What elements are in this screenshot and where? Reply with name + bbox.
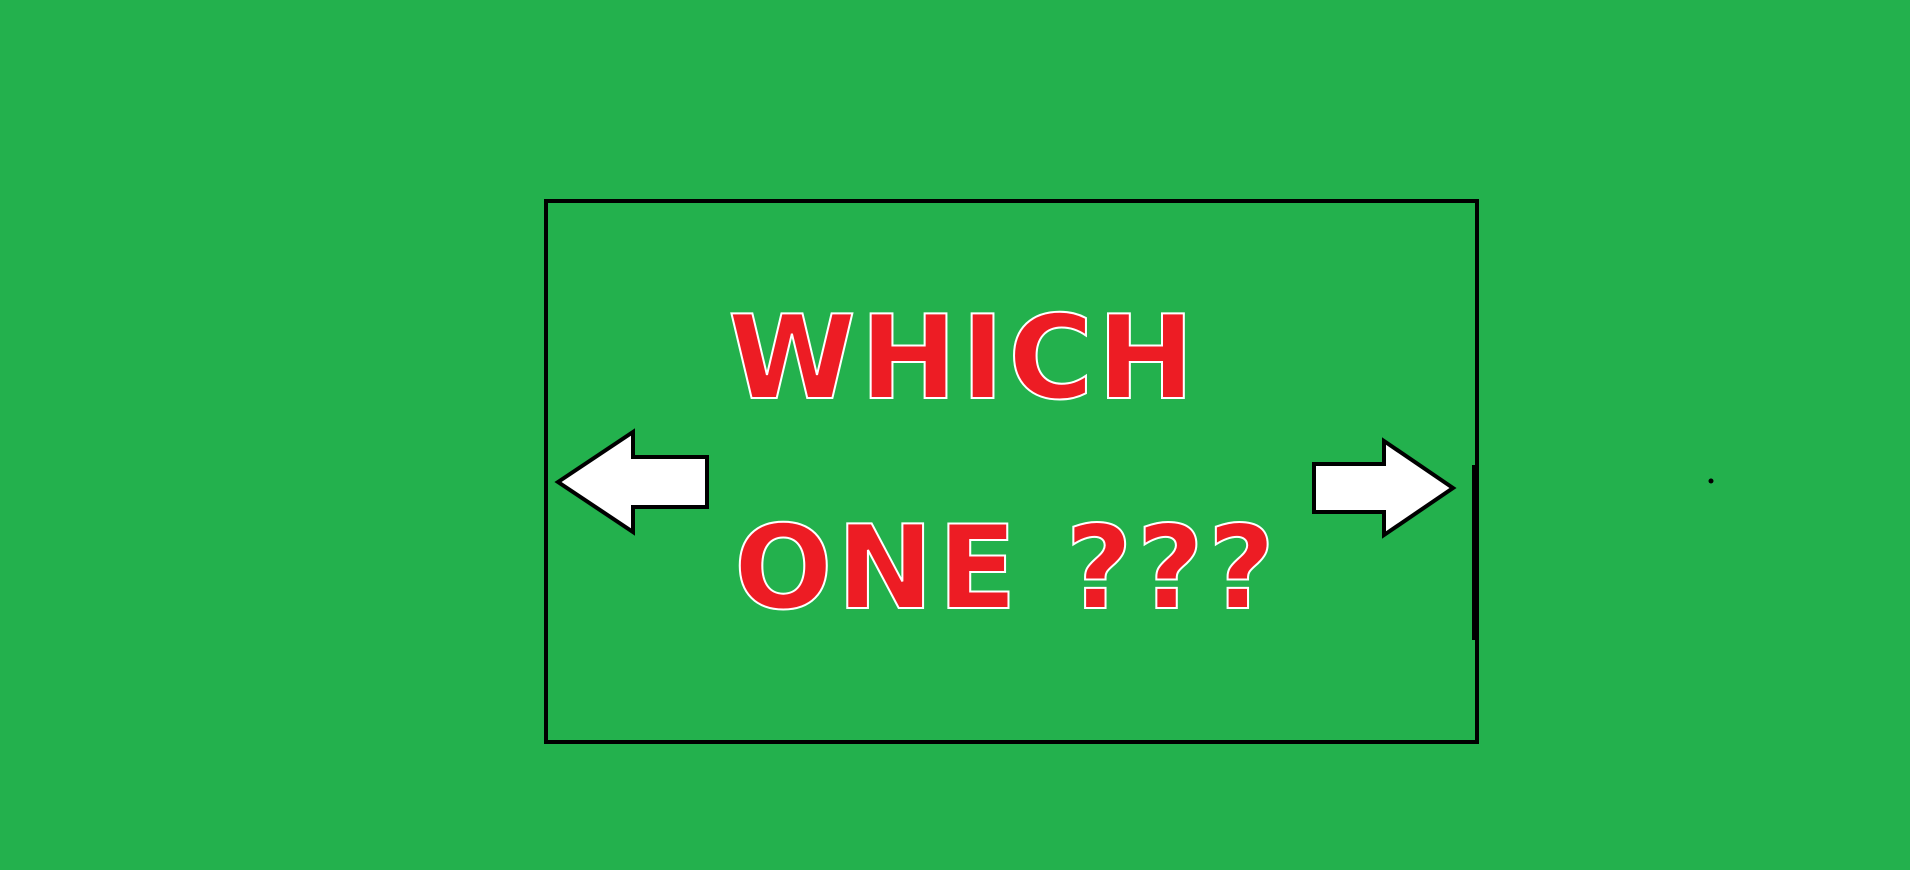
title-line-which: WHICH [728, 291, 1198, 426]
arrow-right-icon[interactable] [1312, 437, 1457, 539]
stray-dot [1708, 478, 1714, 484]
title-line-one: ONE ??? [734, 501, 1279, 636]
frame-border [544, 199, 1479, 744]
arrow-left-icon[interactable] [554, 428, 709, 536]
